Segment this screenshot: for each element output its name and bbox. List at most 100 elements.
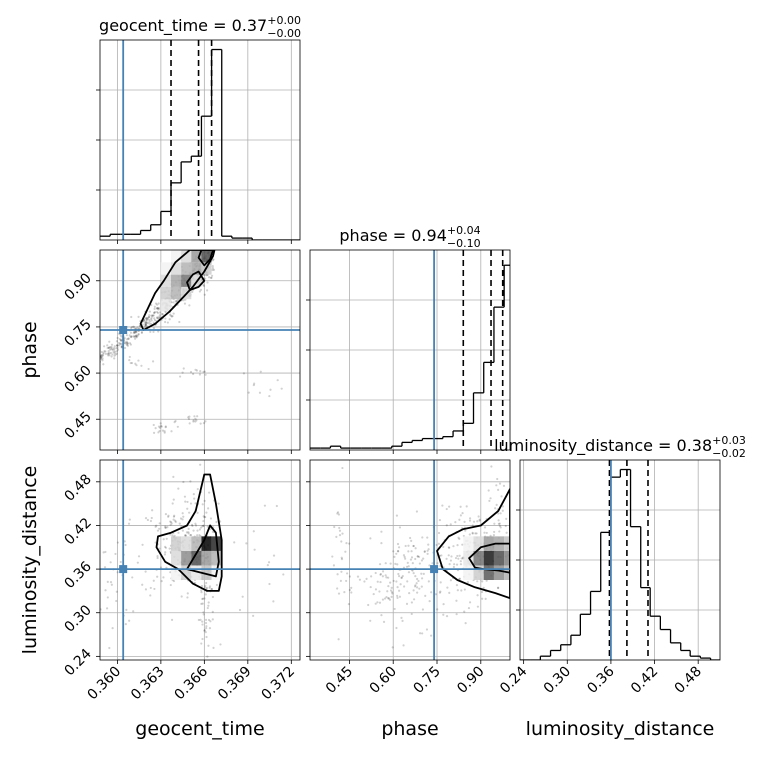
sample-point	[198, 290, 201, 293]
sample-point	[338, 526, 341, 530]
sample-point	[363, 580, 366, 583]
sample-point	[485, 579, 488, 582]
sample-point	[395, 552, 398, 555]
sample-point	[497, 512, 500, 515]
sample-point	[396, 594, 399, 597]
sample-point	[120, 346, 123, 349]
sample-point	[137, 332, 140, 336]
sample-point	[144, 321, 147, 325]
sample-point	[200, 591, 203, 594]
sample-point	[396, 596, 399, 599]
sample-point	[113, 357, 116, 360]
sample-point	[410, 556, 414, 559]
sample-point	[387, 576, 390, 579]
sample-point	[182, 515, 185, 518]
sample-point	[464, 622, 467, 625]
sample-point	[130, 335, 133, 338]
sample-point	[192, 529, 195, 532]
sample-point	[145, 319, 148, 322]
sample-point	[425, 628, 429, 631]
sample-point	[158, 429, 161, 433]
sample-point	[162, 576, 165, 579]
sample-point	[145, 322, 148, 325]
sample-point	[145, 318, 149, 321]
sample-point	[205, 274, 208, 277]
sample-point	[106, 596, 109, 599]
axes-frame	[99, 249, 301, 451]
density-cell	[171, 536, 182, 551]
sample-point	[143, 318, 146, 322]
sample-point	[266, 564, 269, 567]
sample-point	[181, 518, 184, 521]
sample-point	[396, 563, 399, 566]
sample-point	[499, 526, 502, 529]
sample-point	[426, 549, 429, 552]
sample-point	[487, 489, 490, 492]
sample-point	[197, 618, 200, 622]
sample-point	[157, 431, 160, 434]
scatter-panel-geocent_time-phase: 0.45 0.60 0.75 0.90 phase	[19, 249, 301, 454]
sample-point	[263, 504, 267, 507]
sample-point	[472, 520, 476, 523]
sample-point	[202, 422, 206, 425]
sample-point	[118, 338, 121, 341]
sample-point	[238, 608, 242, 612]
sample-point	[468, 517, 472, 520]
contour-line	[139, 250, 216, 331]
sample-point	[458, 518, 461, 521]
sample-point	[203, 628, 206, 632]
sample-point	[335, 535, 338, 538]
sample-point	[208, 585, 212, 588]
sample-point	[415, 582, 418, 585]
sample-point	[412, 589, 415, 592]
sample-point	[205, 581, 208, 585]
sample-point	[195, 369, 199, 372]
sample-point	[124, 623, 127, 626]
y-tick-label: 0.90	[61, 270, 94, 303]
sample-point	[129, 331, 133, 334]
sample-point	[182, 367, 185, 370]
sample-point	[382, 620, 386, 623]
sample-point	[420, 572, 423, 575]
sample-point	[148, 315, 151, 319]
sample-point	[94, 354, 96, 356]
sample-point	[414, 557, 417, 561]
sample-point	[459, 514, 463, 517]
sample-point	[192, 420, 195, 423]
sample-point	[514, 486, 516, 488]
sample-point	[136, 335, 139, 338]
sample-point	[493, 522, 496, 525]
sample-point	[144, 588, 148, 591]
sample-point	[173, 534, 176, 537]
sample-point	[463, 588, 466, 591]
sample-point	[144, 321, 147, 324]
truth-marker	[430, 565, 439, 574]
sample-point	[447, 546, 450, 549]
sample-point	[202, 524, 205, 528]
sample-point	[160, 425, 163, 428]
sample-point	[161, 429, 165, 432]
sample-point	[125, 608, 128, 611]
sample-point	[146, 518, 150, 522]
sample-point	[376, 580, 379, 583]
sample-point	[498, 530, 501, 533]
sample-point	[427, 548, 430, 551]
sample-point	[393, 555, 396, 558]
sample-point	[153, 317, 156, 320]
sample-point	[471, 524, 474, 527]
sample-point	[157, 302, 160, 305]
sample-point	[126, 342, 129, 345]
sample-point	[181, 529, 184, 532]
sample-point	[125, 340, 128, 343]
sample-point	[406, 580, 409, 583]
sample-point	[196, 534, 199, 537]
contour-line	[186, 524, 220, 578]
x-tick-label: 0.369	[215, 664, 255, 704]
sample-point	[454, 521, 457, 524]
sample-point	[133, 331, 136, 334]
sample-point	[208, 626, 212, 630]
sample-point	[153, 311, 156, 315]
sample-point	[144, 323, 147, 326]
sample-point	[162, 538, 165, 541]
sample-point	[96, 354, 98, 356]
